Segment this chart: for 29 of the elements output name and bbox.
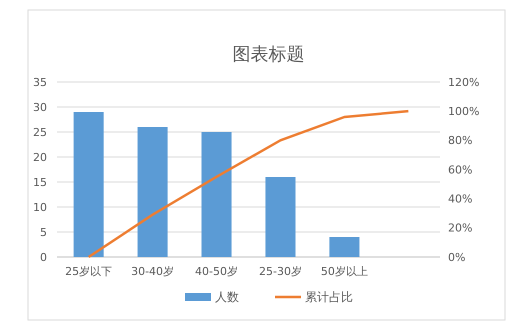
y-tick-label: 5	[40, 226, 47, 239]
y-tick-label: 35	[33, 76, 47, 89]
legend-label: 人数	[215, 290, 239, 304]
y2-tick-label: 60%	[448, 163, 472, 176]
y-tick-label: 20	[33, 150, 47, 164]
y-tick-label: 25	[33, 126, 47, 139]
y-tick-label: 10	[33, 200, 47, 214]
bar	[329, 237, 360, 257]
y2-tick-label: 120%	[448, 76, 480, 89]
x-tick-label: 25岁以下	[65, 265, 112, 278]
y2-tick-label: 80%	[448, 134, 472, 148]
bar	[202, 132, 232, 257]
line-series	[87, 110, 410, 258]
y-tick-label: 0	[40, 250, 47, 264]
chart-title: 图表标题	[232, 44, 304, 65]
bar	[74, 112, 104, 257]
bar	[265, 177, 296, 257]
y-tick-label: 30	[33, 100, 47, 114]
y2-tick-label: 20%	[448, 222, 472, 235]
x-tick-label: 40-50岁	[195, 265, 238, 278]
y-tick-label: 15	[33, 176, 47, 189]
legend-label: 累计占比	[305, 290, 353, 304]
y2-tick-label: 0%	[448, 250, 466, 264]
y2-tick-label: 100%	[448, 105, 480, 118]
x-tick-label: 50岁以上	[320, 265, 368, 278]
bar	[138, 127, 168, 257]
x-tick-label: 25-30岁	[258, 265, 302, 278]
x-tick-label: 30-40岁	[131, 265, 174, 278]
y2-tick-label: 40%	[448, 192, 472, 206]
